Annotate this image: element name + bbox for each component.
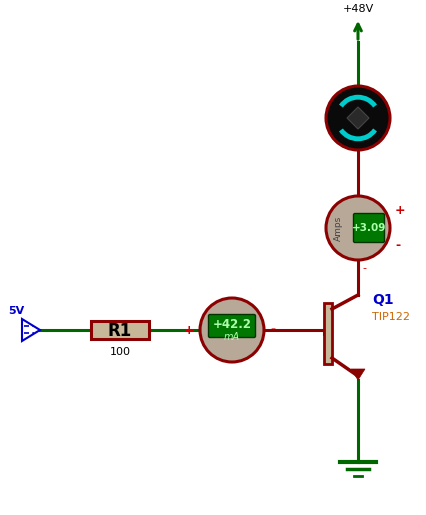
Circle shape xyxy=(326,196,390,260)
Circle shape xyxy=(200,298,264,362)
Text: +: + xyxy=(395,203,406,216)
Text: Q1: Q1 xyxy=(372,293,394,307)
Bar xyxy=(91,321,149,339)
Text: -: - xyxy=(270,323,275,336)
Polygon shape xyxy=(347,107,369,129)
Text: TIP122: TIP122 xyxy=(372,312,410,322)
Text: +: + xyxy=(183,323,194,336)
Text: 100: 100 xyxy=(109,347,130,357)
FancyBboxPatch shape xyxy=(208,315,256,337)
Text: R1: R1 xyxy=(108,322,132,340)
FancyBboxPatch shape xyxy=(354,214,385,243)
Text: +48V: +48V xyxy=(343,4,374,14)
Text: -: - xyxy=(362,263,366,273)
Polygon shape xyxy=(351,369,365,380)
Text: -: - xyxy=(395,239,400,252)
Circle shape xyxy=(326,86,390,150)
Bar xyxy=(324,303,332,364)
Text: +3.09: +3.09 xyxy=(352,223,386,233)
Text: Amps: Amps xyxy=(334,215,343,241)
Text: mA: mA xyxy=(224,332,240,342)
Text: +42.2: +42.2 xyxy=(213,318,251,332)
Text: 5V: 5V xyxy=(8,306,24,316)
